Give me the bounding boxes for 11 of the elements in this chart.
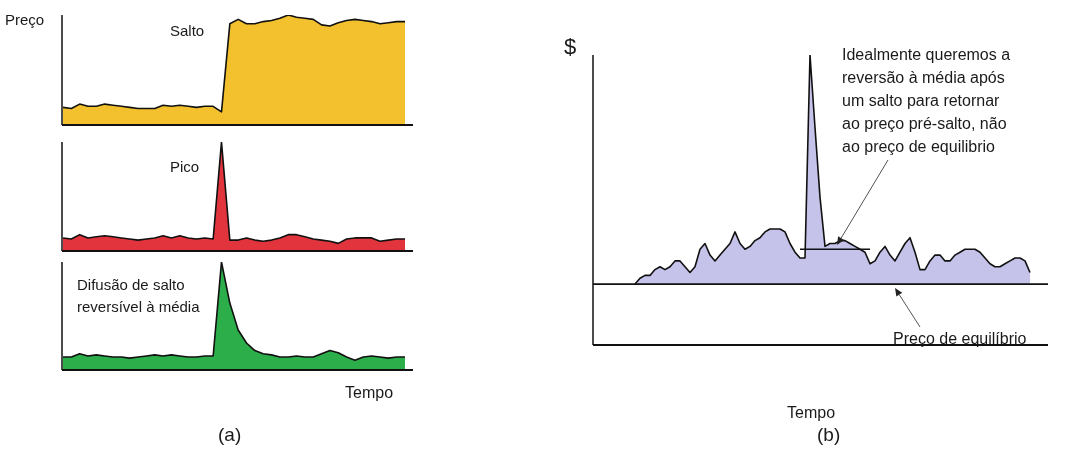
y-axis-title: Preço [5, 11, 45, 28]
x-axis-title: Tempo [787, 404, 836, 422]
ref-line-label: Preço de equilíbrio [893, 330, 1027, 348]
annotation: Idealmente queremos a reversão à média após um salto para retornar ao preço pré-salto, não ao preço de equilibrio [842, 45, 1012, 157]
text: (a) [218, 424, 242, 446]
text: (b) [817, 424, 841, 446]
annotation: Salto [170, 22, 205, 39]
annotation: Difusão de salto reversível à média [77, 275, 201, 317]
x-axis-title: Tempo [345, 384, 394, 402]
y-axis-title: $ [564, 34, 577, 60]
annotation: Pico [170, 158, 200, 175]
